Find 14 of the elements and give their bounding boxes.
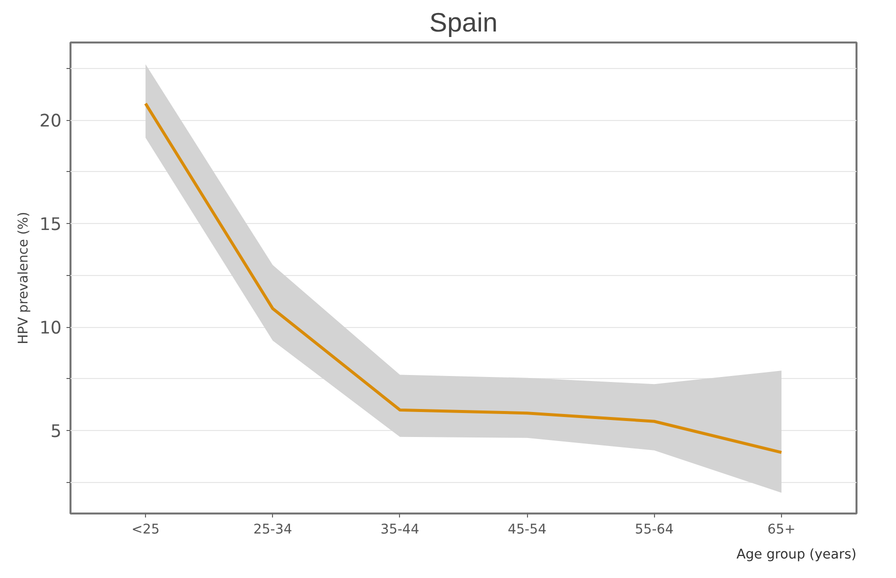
y-tick-label: 10: [39, 318, 62, 339]
y-tick-label: 20: [39, 112, 62, 132]
x-tick-label: 55-64: [634, 522, 674, 538]
x-tick-label: <25: [131, 522, 160, 538]
x-tick-label: 65+: [767, 522, 796, 538]
y-tick-label: 15: [39, 215, 62, 236]
x-axis-title: Age group (years): [736, 548, 857, 562]
y-axis-title: HPV prevalence (%): [16, 212, 32, 344]
x-tick-label: 35-44: [380, 522, 420, 538]
x-tick-label: 25-34: [253, 522, 292, 538]
x-tick-label: 45-54: [508, 522, 546, 538]
line-series: [144, 102, 783, 454]
y-tick-label: 5: [50, 422, 62, 442]
chart-title: Spain: [429, 8, 498, 38]
